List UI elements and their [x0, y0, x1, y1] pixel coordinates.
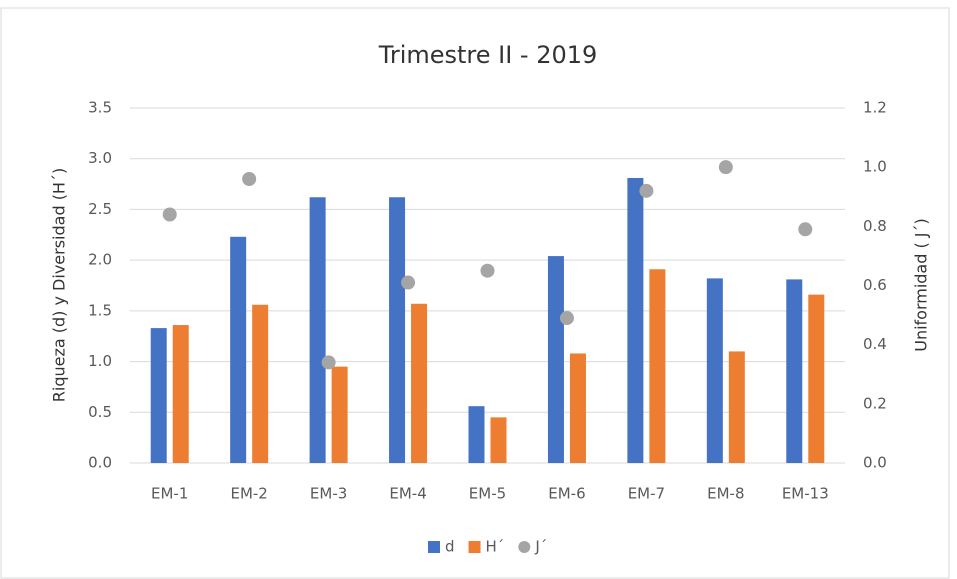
bar	[411, 303, 428, 463]
bar	[468, 406, 485, 463]
bar	[150, 328, 167, 463]
y-tick-label: 1.5	[88, 301, 112, 319]
point	[480, 263, 495, 278]
bar	[331, 366, 348, 463]
point	[639, 183, 654, 198]
bar	[309, 197, 326, 463]
point	[718, 160, 733, 175]
bar	[569, 353, 586, 463]
y2-tick-label: 0.4	[863, 335, 887, 353]
y2-tick-label: 0.2	[863, 394, 887, 412]
bar	[547, 256, 564, 463]
point	[321, 355, 336, 370]
x-tick-label: EM-13	[782, 485, 829, 503]
legend-label: H´	[486, 538, 505, 556]
y-axis-title: Riqueza (d) y Diversidad (H´)	[50, 168, 69, 402]
legend-marker	[428, 541, 440, 553]
y-tick-label: 0.0	[88, 454, 112, 472]
y2-tick-label: 1.0	[863, 158, 887, 176]
x-tick-label: EM-5	[469, 485, 506, 503]
y-tick-label: 2.0	[88, 251, 112, 269]
y-tick-label: 3.0	[88, 149, 112, 167]
legend-label: J´	[534, 538, 547, 556]
bar	[649, 269, 666, 463]
y2-axis-title: Uniformidad ( J´)	[912, 218, 931, 352]
bar	[786, 279, 803, 463]
point	[242, 172, 257, 186]
point	[798, 222, 813, 237]
x-tick-label: EM-8	[707, 485, 744, 503]
bar	[490, 417, 507, 463]
bar	[706, 278, 723, 463]
y-tick-label: 0.5	[88, 403, 112, 421]
bar	[172, 325, 189, 463]
bar	[627, 177, 644, 463]
bar	[808, 294, 825, 463]
bar	[728, 351, 745, 463]
legend-marker	[468, 541, 481, 553]
legend-label: d	[445, 538, 455, 556]
y2-tick-label: 0.6	[863, 276, 887, 294]
y-tick-label: 3.5	[88, 99, 112, 117]
y2-tick-label: 0.8	[863, 217, 887, 235]
y2-tick-label: 0.0	[863, 454, 887, 472]
bar	[230, 236, 247, 463]
y-tick-label: 2.5	[88, 200, 112, 218]
point	[162, 207, 177, 222]
legend-marker	[518, 541, 531, 553]
x-tick-label: EM-1	[151, 485, 188, 503]
bar	[252, 304, 269, 463]
x-tick-label: EM-7	[628, 485, 665, 503]
y2-tick-label: 1.2	[863, 99, 887, 117]
y-tick-label: 1.0	[88, 352, 112, 370]
point	[401, 275, 416, 290]
x-tick-label: EM-3	[310, 485, 347, 503]
x-tick-label: EM-2	[230, 485, 267, 503]
bar	[389, 197, 406, 463]
chart-title: Trimestre II - 2019	[378, 41, 598, 69]
point	[559, 311, 574, 326]
x-tick-label: EM-4	[389, 485, 426, 503]
x-tick-label: EM-6	[548, 485, 585, 503]
